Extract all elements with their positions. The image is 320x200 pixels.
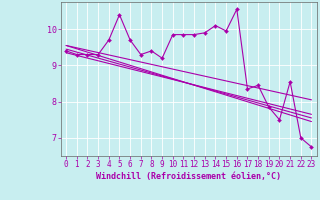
X-axis label: Windchill (Refroidissement éolien,°C): Windchill (Refroidissement éolien,°C) — [96, 172, 281, 181]
